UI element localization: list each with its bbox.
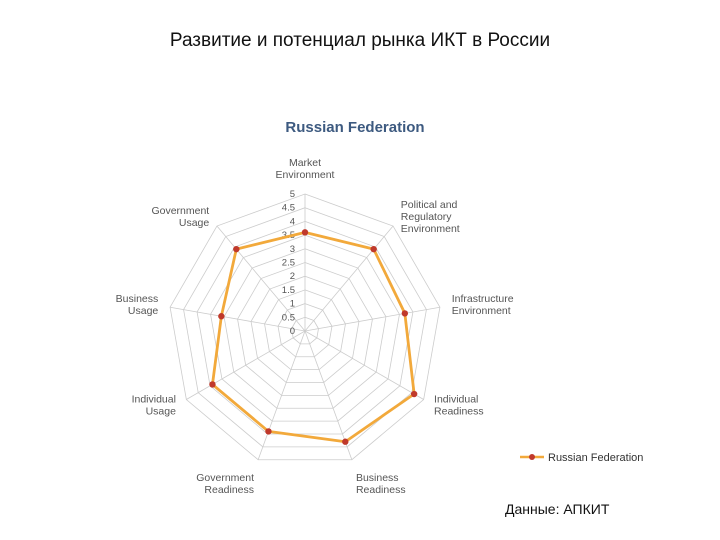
category-label: Market Environment <box>276 157 335 181</box>
grid-spoke <box>304 330 424 400</box>
grid-ring <box>277 303 333 358</box>
tick-label: 1 <box>290 299 295 310</box>
series-point <box>218 313 225 320</box>
chart-legend: Russian Federation <box>520 452 643 464</box>
tick-label: 2.5 <box>282 258 295 269</box>
grid-ring <box>291 316 319 345</box>
series-line <box>211 230 416 444</box>
grid-ring <box>183 207 427 448</box>
grid-spoke <box>257 330 306 460</box>
radar-grid <box>169 193 441 461</box>
grid-spoke <box>186 330 306 400</box>
tick-label: 1.5 <box>282 285 295 296</box>
radar-tick-labels: 00.511.522.533.544.55 <box>282 189 295 337</box>
grid-ring <box>264 289 346 371</box>
legend-marker <box>529 454 535 460</box>
tick-label: 2 <box>290 271 295 282</box>
tick-label: 0 <box>290 326 295 337</box>
series-point <box>265 428 272 435</box>
category-label: Individual Readiness <box>434 394 484 418</box>
tick-label: 4 <box>290 216 295 227</box>
series-point <box>410 390 418 398</box>
series-point <box>301 229 309 236</box>
tick-label: 0.5 <box>282 312 295 323</box>
series-point <box>233 245 240 253</box>
slide-title: Развитие и потенциал рынка ИКТ в России <box>169 30 551 51</box>
data-source: Данные: АПКИТ <box>505 501 610 517</box>
series-point <box>209 381 216 388</box>
tick-label: 3 <box>290 244 295 255</box>
category-label: Government Usage <box>151 205 209 229</box>
tick-label: 5 <box>290 189 295 200</box>
category-label: Infrastructure Environment <box>452 293 514 317</box>
grid-ring <box>196 220 414 435</box>
grid-spoke <box>304 306 440 332</box>
radar-series <box>209 229 418 445</box>
grid-spoke <box>216 225 306 332</box>
category-label: Individual Usage <box>132 394 177 418</box>
category-label: Political and Regulatory Environment <box>401 199 460 235</box>
grid-ring <box>250 275 360 383</box>
series-point <box>370 245 377 253</box>
grid-ring <box>237 262 373 396</box>
radar-category-labels: Market Environment Political and Regulatory… <box>116 157 514 496</box>
chart-title: Russian Federation <box>285 119 424 136</box>
grid-spoke <box>170 306 306 332</box>
grid-spoke <box>304 330 353 460</box>
grid-spoke <box>304 225 394 332</box>
category-label: Business Readiness <box>356 472 406 496</box>
series-point <box>401 310 409 317</box>
grid-ring <box>223 248 387 409</box>
category-label: Government Readiness <box>196 472 254 496</box>
series-point <box>342 438 349 445</box>
grid-ring <box>169 193 441 461</box>
tick-label: 4.5 <box>282 203 295 214</box>
legend-label: Russian Federation <box>548 452 643 464</box>
category-label: Business Usage <box>116 293 159 317</box>
